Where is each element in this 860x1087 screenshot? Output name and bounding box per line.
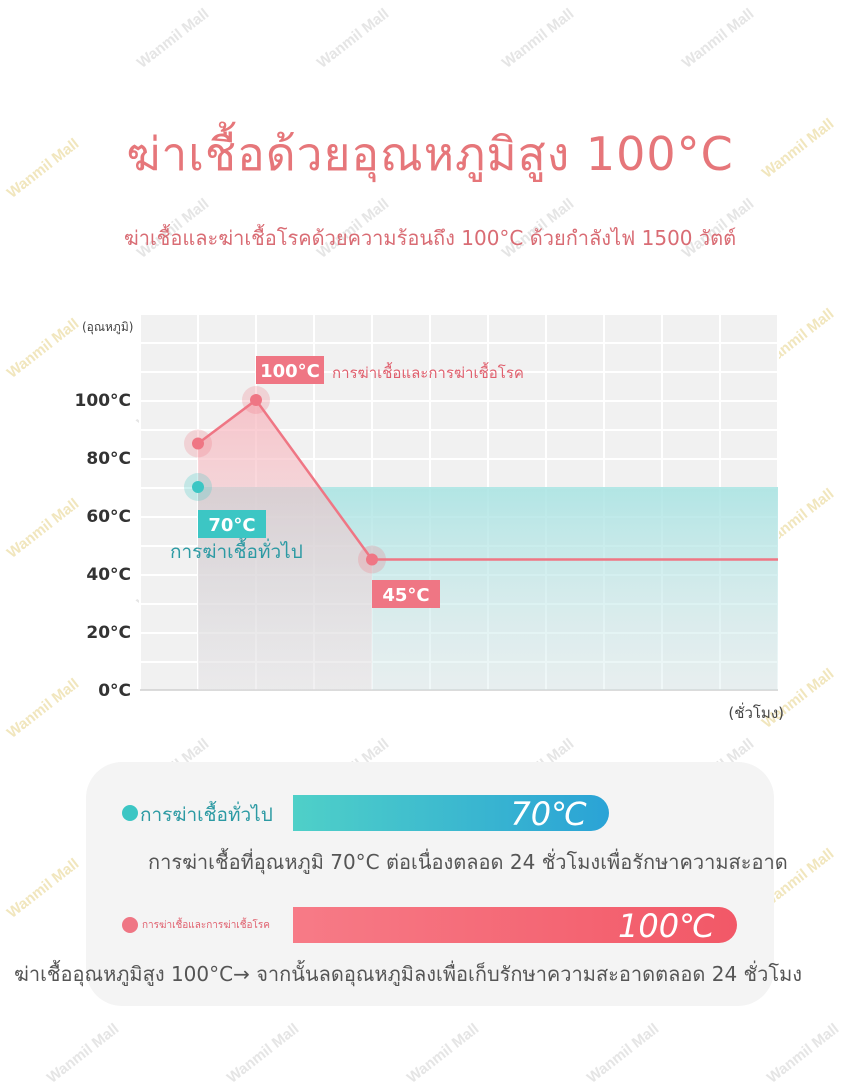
sterilize-point: [366, 553, 378, 566]
sterilize-bar-value: 100℃: [617, 907, 715, 945]
sterilize-legend-label: การฆ่าเชื้อและการฆ่าเชื้อโรค: [142, 920, 270, 931]
y-tick-label: 100°C: [75, 391, 131, 411]
general-bar: 70℃: [293, 795, 609, 833]
general-description: การฆ่าเชื้อที่อุณหภูมิ 70°C ต่อเนื่องตลอ…: [148, 850, 788, 874]
peak-annotation-label: 100°C: [260, 361, 320, 382]
watermark-text: Wanmil Mall: [583, 1020, 663, 1087]
general-bar-value: 70℃: [510, 795, 587, 833]
sterilize-series-area: [198, 400, 372, 690]
temperature-chart: (อุณหภูมิ) (ชั่วโมง) 0°C 20°C 40°C 60°C 80°C 10…: [75, 313, 784, 722]
sterilize-point: [250, 394, 262, 406]
watermark-text: Wanmil Mall: [403, 1020, 483, 1087]
watermark-text: Wanmil Mall: [313, 5, 393, 72]
watermark-text: Wanmil Mall: [3, 855, 83, 922]
watermark-text: Wanmil Mall: [43, 1020, 123, 1087]
general-annotation-label: 70°C: [208, 515, 255, 536]
y-tick-label: 0°C: [98, 681, 131, 701]
general-point: [192, 481, 204, 493]
watermark-text: Wanmil Mall: [678, 5, 758, 72]
sterilize-bar: 100℃: [293, 907, 737, 945]
sterilize-legend-dot: [122, 917, 138, 933]
y-tick-label: 20°C: [86, 623, 131, 643]
sterilize-series-line: [197, 398, 778, 561]
general-legend-dot: [122, 805, 138, 821]
y-tick-label: 80°C: [86, 449, 131, 469]
hold-annotation-label: 45°C: [382, 585, 429, 606]
sterilize-description: ฆ่าเชื้ออุณหภูมิสูง 100°C→ จากนั้นลดอุณห…: [14, 962, 803, 986]
y-axis-label: (อุณหภูมิ): [82, 320, 133, 335]
sterilize-point: [192, 437, 204, 450]
general-annotation-text: การฆ่าเชื้อทั่วไป: [170, 538, 303, 563]
x-axis-label: (ชั่วโมง): [728, 702, 784, 722]
general-legend-label: การฆ่าเชื้อทั่วไป: [140, 804, 273, 826]
page-subtitle: ฆ่าเชื้อและฆ่าเชื้อโรคด้วยความร้อนถึง 10…: [123, 226, 737, 250]
peak-annotation-box: [256, 356, 324, 384]
watermark-text: Wanmil Mall: [223, 1020, 303, 1087]
y-tick-label: 40°C: [86, 565, 131, 585]
y-tick-label: 60°C: [86, 507, 131, 527]
general-annotation-box: [198, 510, 266, 538]
watermark-text: Wanmil Mall: [763, 1020, 843, 1087]
peak-annotation-text: การฆ่าเชื้อและการฆ่าเชื้อโรค: [332, 362, 524, 382]
hold-annotation-box: [372, 580, 440, 608]
watermark-text: Wanmil Mall: [133, 5, 213, 72]
watermark-text: Wanmil Mall: [498, 5, 578, 72]
page-title: ฆ่าเชื้อด้วยอุณหภูมิสูง 100°C: [126, 127, 734, 181]
